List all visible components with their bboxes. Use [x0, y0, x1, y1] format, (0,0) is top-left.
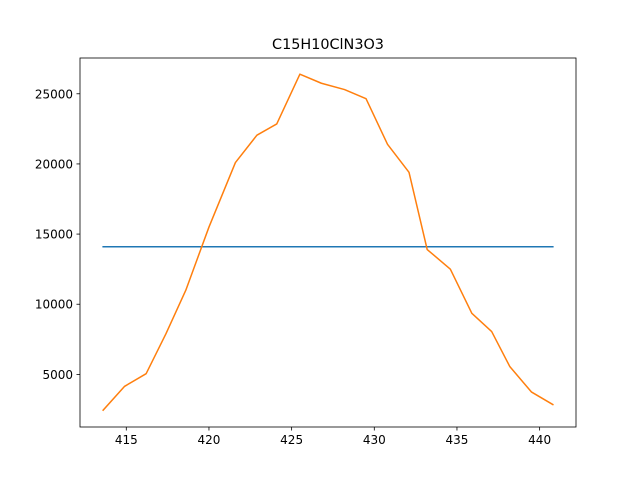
- x-tick-label: 420: [198, 433, 221, 447]
- y-axis: 5000 10000 15000 20000 25000: [35, 87, 80, 382]
- x-tick-label: 425: [280, 433, 303, 447]
- y-tick-label: 10000: [35, 298, 73, 312]
- y-tick-label: 20000: [35, 157, 73, 171]
- series-line-2: [102, 73, 554, 412]
- x-tick-label: 440: [528, 433, 551, 447]
- y-tick-label: 15000: [35, 228, 73, 242]
- y-tick-label: 25000: [35, 87, 73, 101]
- series-layer: [102, 73, 554, 412]
- y-tick-label: 5000: [42, 368, 73, 382]
- chart-title: C15H10ClN3O3: [272, 37, 384, 53]
- x-tick-label: 435: [446, 433, 469, 447]
- x-tick-label: 430: [363, 433, 386, 447]
- x-axis: 415 420 425 430 435 440: [115, 427, 551, 447]
- plot-frame: [79, 57, 577, 428]
- x-tick-label: 415: [115, 433, 138, 447]
